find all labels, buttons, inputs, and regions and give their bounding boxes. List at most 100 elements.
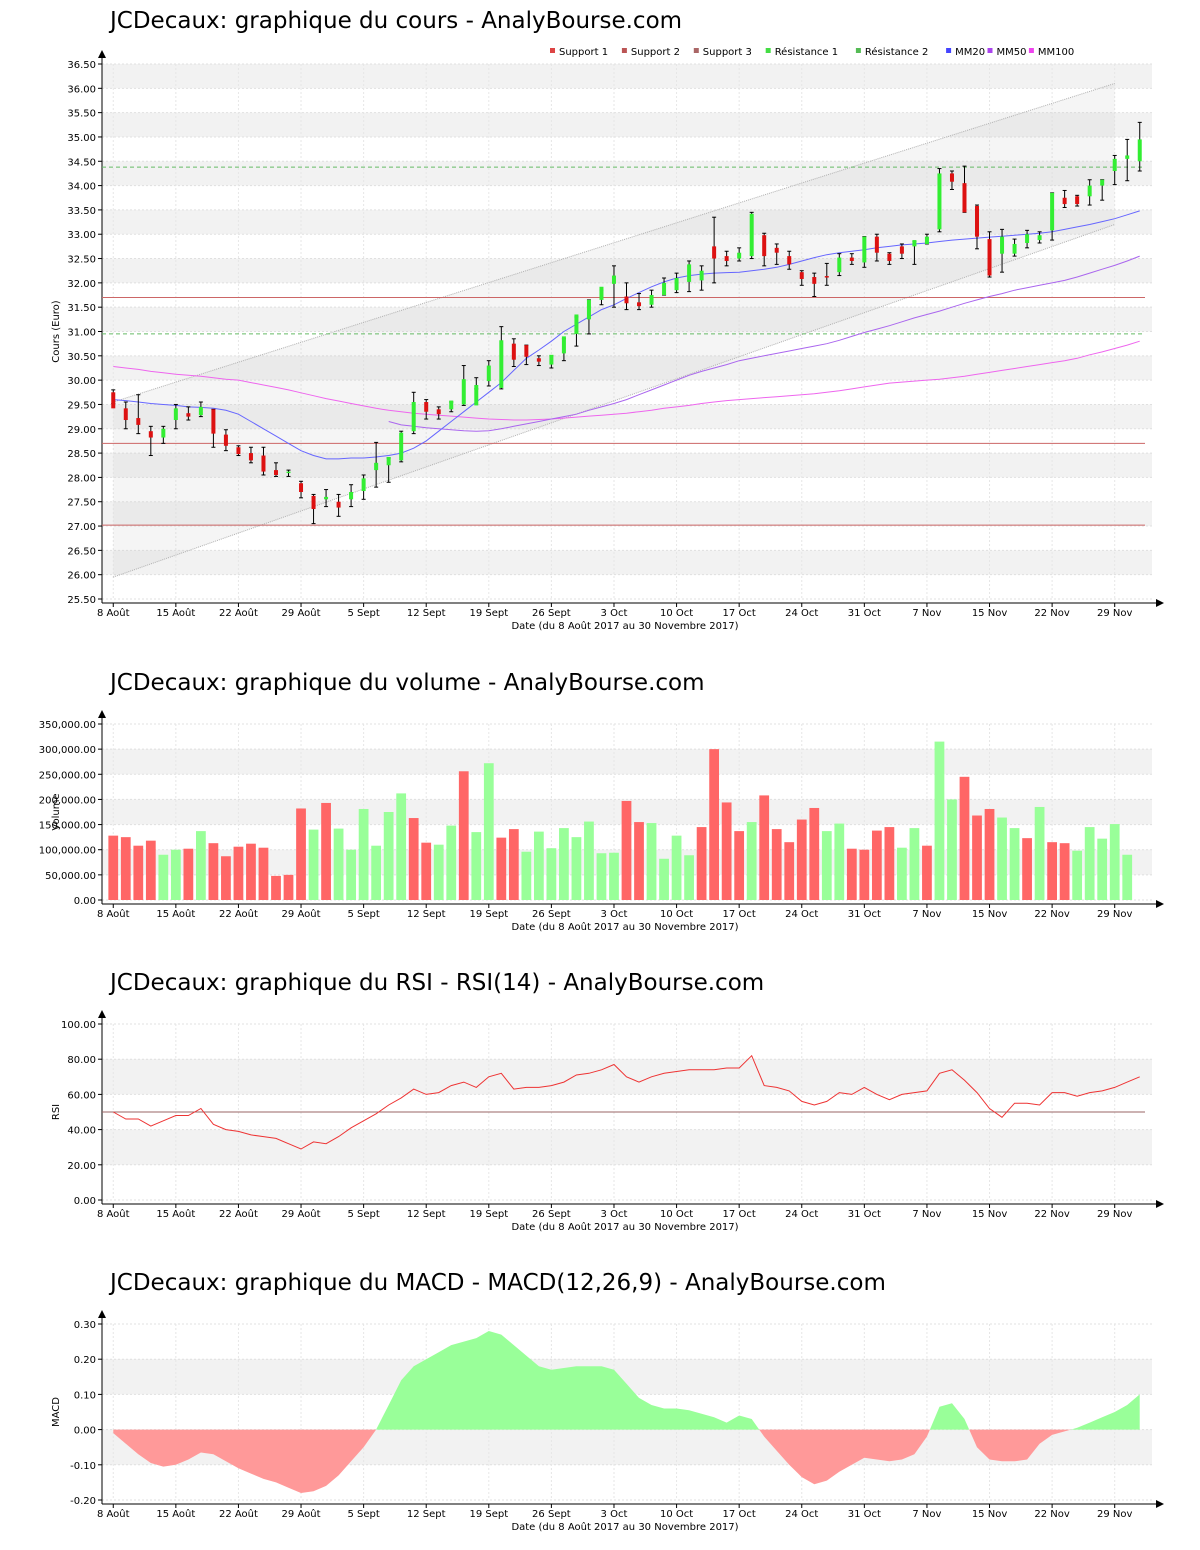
- plot-band: [102, 64, 1152, 89]
- trend-channel: [113, 83, 1115, 578]
- x-tick-label: 10 Oct: [660, 1209, 693, 1220]
- volume-bar: [1022, 838, 1032, 900]
- candle-body: [461, 379, 466, 405]
- rsi-panel: JCDecaux: graphique du RSI - RSI(14) - A…: [0, 960, 1200, 1240]
- y-tick-label: 29.50: [67, 400, 96, 411]
- x-axis-arrow: [1156, 1500, 1164, 1508]
- x-tick-label: 24 Oct: [785, 909, 818, 920]
- candle-body: [599, 286, 604, 300]
- x-tick-label: 29 Août: [282, 908, 321, 920]
- y-tick-label: 0.00: [74, 896, 96, 907]
- volume-bar: [784, 842, 795, 900]
- x-tick-label: 15 Août: [156, 1208, 195, 1220]
- y-tick-label: -0.10: [70, 1461, 96, 1472]
- x-tick-label: 12 Sept: [407, 909, 446, 920]
- y-tick-label: 0.20: [74, 1355, 96, 1366]
- volume-bar: [909, 828, 920, 900]
- candle-body: [524, 345, 529, 357]
- volume-bar: [759, 795, 770, 900]
- candle-body: [148, 431, 153, 438]
- x-tick-label: 5 Sept: [347, 1509, 379, 1520]
- legend-label: Support 1: [559, 47, 608, 58]
- x-tick-label: 26 Sept: [532, 608, 571, 619]
- candle-body: [261, 455, 266, 472]
- volume-bar: [571, 837, 582, 900]
- x-tick-label: 12 Sept: [407, 608, 446, 619]
- candle-body: [511, 343, 516, 360]
- macd-positive-area: [1070, 1394, 1140, 1430]
- legend-swatch: [946, 48, 952, 53]
- price-chart-title: JCDecaux: graphique du cours - AnalyBour…: [110, 8, 683, 34]
- candle-body: [173, 408, 178, 421]
- y-axis-label: RSI: [51, 1104, 62, 1120]
- volume-bar: [508, 829, 519, 900]
- candle-body: [762, 235, 767, 257]
- candle-body: [1062, 197, 1067, 205]
- y-tick-label: 80.00: [67, 1055, 96, 1066]
- candle-body: [399, 432, 404, 461]
- y-tick-label: 200,000.00: [39, 795, 96, 806]
- volume-bar: [796, 819, 807, 900]
- candle-body: [874, 236, 879, 253]
- volume-bar: [346, 849, 356, 900]
- candle-body: [849, 257, 854, 261]
- plot-band: [102, 404, 1152, 429]
- candle-body: [374, 462, 379, 471]
- x-tick-label: 15 Août: [156, 908, 195, 920]
- volume-bar: [120, 837, 131, 900]
- legend-label: Résistance 2: [865, 46, 928, 58]
- candle-body: [574, 314, 579, 334]
- volume-bar: [433, 844, 444, 900]
- candle-body: [536, 358, 541, 362]
- candle-body: [248, 453, 253, 461]
- volume-bar: [846, 848, 857, 900]
- x-tick-label: 15 Nov: [972, 608, 1008, 619]
- candle-body: [624, 296, 629, 304]
- volume-bar: [458, 771, 469, 900]
- candle-body: [899, 246, 904, 254]
- y-tick-label: 32.50: [67, 255, 96, 266]
- volume-bar: [1109, 824, 1120, 900]
- y-tick-label: 31.50: [67, 303, 96, 314]
- y-axis-label: Cours (Euro): [51, 300, 62, 363]
- candle-body: [1012, 243, 1017, 254]
- candle-body: [812, 277, 817, 284]
- x-tick-label: 17 Oct: [723, 1209, 756, 1220]
- y-axis-arrow: [98, 1310, 106, 1318]
- volume-bar: [446, 825, 457, 900]
- volume-bar: [959, 776, 970, 900]
- x-tick-label: 10 Oct: [660, 608, 693, 619]
- candle-body: [586, 299, 591, 320]
- x-tick-label: 15 Nov: [972, 909, 1008, 920]
- volume-bar: [871, 830, 882, 900]
- legend-label: Résistance 1: [775, 46, 838, 58]
- x-tick-label: 10 Oct: [660, 1509, 693, 1520]
- rsi-chart: 0.00 20.00 40.00 60.00 80.00 100.00 8 Août 15 A…: [51, 1010, 1164, 1233]
- x-tick-label: 26 Sept: [532, 1509, 571, 1520]
- candle-body: [749, 213, 754, 257]
- y-tick-label: 0.10: [74, 1390, 96, 1401]
- candle-body: [949, 173, 954, 182]
- volume-bar: [1084, 827, 1095, 900]
- volume-bar: [884, 827, 895, 900]
- y-tick-label: 20.00: [67, 1161, 96, 1172]
- volume-bar: [283, 874, 294, 900]
- volume-bar: [221, 856, 231, 900]
- x-tick-label: 8 Août: [97, 607, 130, 619]
- candle-body: [136, 418, 141, 425]
- volume-bar: [471, 832, 482, 900]
- rsi-chart-title: JCDecaux: graphique du RSI - RSI(14) - A…: [110, 970, 765, 996]
- volume-bar: [1059, 843, 1070, 900]
- x-tick-label: 7 Nov: [912, 608, 941, 619]
- legend-swatch: [550, 48, 555, 53]
- x-tick-label: 22 Nov: [1034, 1509, 1070, 1520]
- y-tick-label: 33.50: [67, 206, 96, 217]
- x-tick-label: 8 Août: [97, 1208, 130, 1220]
- x-tick-label: 29 Août: [282, 1208, 321, 1220]
- volume-bar: [108, 835, 119, 900]
- y-tick-label: 250,000.00: [39, 770, 96, 781]
- candle-body: [286, 471, 291, 474]
- volume-bar: [383, 812, 394, 900]
- y-tick-label: 31.00: [67, 328, 96, 339]
- x-tick-label: 19 Sept: [469, 608, 508, 619]
